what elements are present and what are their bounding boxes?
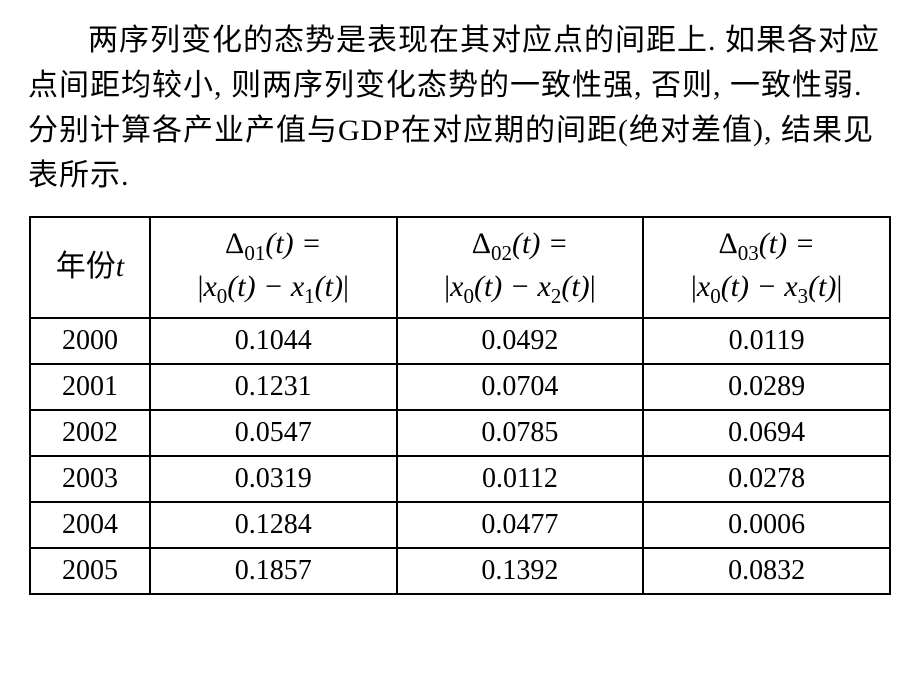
cell-d3: 0.0832 bbox=[643, 548, 890, 594]
table-row: 2002 0.0547 0.0785 0.0694 bbox=[30, 410, 890, 456]
cell-d3: 0.0289 bbox=[643, 364, 890, 410]
cell-year: 2005 bbox=[30, 548, 150, 594]
cell-d1: 0.1044 bbox=[150, 318, 397, 364]
cell-d1: 0.0547 bbox=[150, 410, 397, 456]
table-row: 2001 0.1231 0.0704 0.0289 bbox=[30, 364, 890, 410]
cell-year: 2003 bbox=[30, 456, 150, 502]
data-table: 年份t Δ01(t) = |x0(t) − x1(t)| Δ02(t) = |x… bbox=[29, 216, 891, 595]
cell-d1: 0.1231 bbox=[150, 364, 397, 410]
cell-d1: 0.1284 bbox=[150, 502, 397, 548]
header-delta02: Δ02(t) = |x0(t) − x2(t)| bbox=[397, 217, 644, 318]
table-row: 2005 0.1857 0.1392 0.0832 bbox=[30, 548, 890, 594]
cell-year: 2000 bbox=[30, 318, 150, 364]
cell-year: 2004 bbox=[30, 502, 150, 548]
table-body: 2000 0.1044 0.0492 0.0119 2001 0.1231 0.… bbox=[30, 318, 890, 594]
header-year: 年份t bbox=[30, 217, 150, 318]
cell-d3: 0.0694 bbox=[643, 410, 890, 456]
cell-d3: 0.0006 bbox=[643, 502, 890, 548]
cell-d3: 0.0119 bbox=[643, 318, 890, 364]
cell-d3: 0.0278 bbox=[643, 456, 890, 502]
table-row: 2004 0.1284 0.0477 0.0006 bbox=[30, 502, 890, 548]
intro-paragraph: 两序列变化的态势是表现在其对应点的间距上. 如果各对应点间距均较小, 则两序列变… bbox=[28, 18, 892, 198]
cell-d2: 0.1392 bbox=[397, 548, 644, 594]
cell-year: 2002 bbox=[30, 410, 150, 456]
cell-d1: 0.1857 bbox=[150, 548, 397, 594]
table-row: 2000 0.1044 0.0492 0.0119 bbox=[30, 318, 890, 364]
table-row: 2003 0.0319 0.0112 0.0278 bbox=[30, 456, 890, 502]
cell-d2: 0.0785 bbox=[397, 410, 644, 456]
year-var: t bbox=[116, 250, 124, 283]
cell-d2: 0.0704 bbox=[397, 364, 644, 410]
cell-d1: 0.0319 bbox=[150, 456, 397, 502]
cell-d2: 0.0112 bbox=[397, 456, 644, 502]
cell-year: 2001 bbox=[30, 364, 150, 410]
cell-d2: 0.0477 bbox=[397, 502, 644, 548]
year-label: 年份 bbox=[56, 250, 116, 283]
paragraph-text: 两序列变化的态势是表现在其对应点的间距上. 如果各对应点间距均较小, 则两序列变… bbox=[28, 24, 880, 192]
cell-d2: 0.0492 bbox=[397, 318, 644, 364]
header-delta01: Δ01(t) = |x0(t) − x1(t)| bbox=[150, 217, 397, 318]
header-delta03: Δ03(t) = |x0(t) − x3(t)| bbox=[643, 217, 890, 318]
table-header-row: 年份t Δ01(t) = |x0(t) − x1(t)| Δ02(t) = |x… bbox=[30, 217, 890, 318]
